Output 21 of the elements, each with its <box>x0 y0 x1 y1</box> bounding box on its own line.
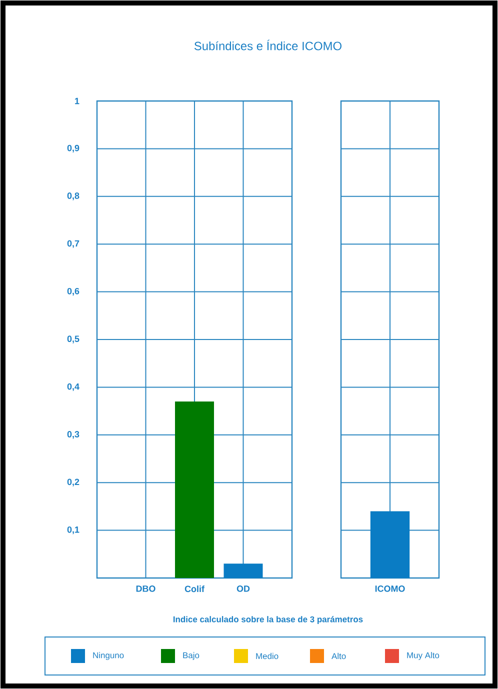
y-tick-label: 0,5 <box>67 336 80 344</box>
legend-label: Medio <box>256 652 278 660</box>
legend-label: Bajo <box>183 652 200 660</box>
text: Indice calculado sobre la base de 3 parámetros <box>173 616 363 624</box>
chart-title: Subíndices e Índice ICOMO <box>194 40 342 50</box>
y-tick-label: 1 <box>75 98 80 104</box>
legend-label: Alto <box>332 652 346 660</box>
x-tick-label: OD <box>236 586 250 592</box>
y-tick-label: 0,1 <box>67 526 80 534</box>
legend-label: Ninguno <box>93 652 124 660</box>
y-tick-label: 0,2 <box>67 478 80 486</box>
y-tick-label: 0,7 <box>67 240 80 248</box>
legend-label: Muy Alto <box>407 652 440 660</box>
y-tick-label: 0,6 <box>67 288 80 296</box>
x-tick-label: Colif <box>184 586 204 592</box>
y-tick-label: 0,9 <box>67 144 80 153</box>
x-tick-label: ICOMO <box>375 586 405 592</box>
y-tick-label: 0,8 <box>67 192 80 200</box>
x-tick-label: DBO <box>136 586 156 592</box>
y-tick-label: 0,4 <box>67 383 80 392</box>
y-tick-label: 0,3 <box>67 431 80 439</box>
